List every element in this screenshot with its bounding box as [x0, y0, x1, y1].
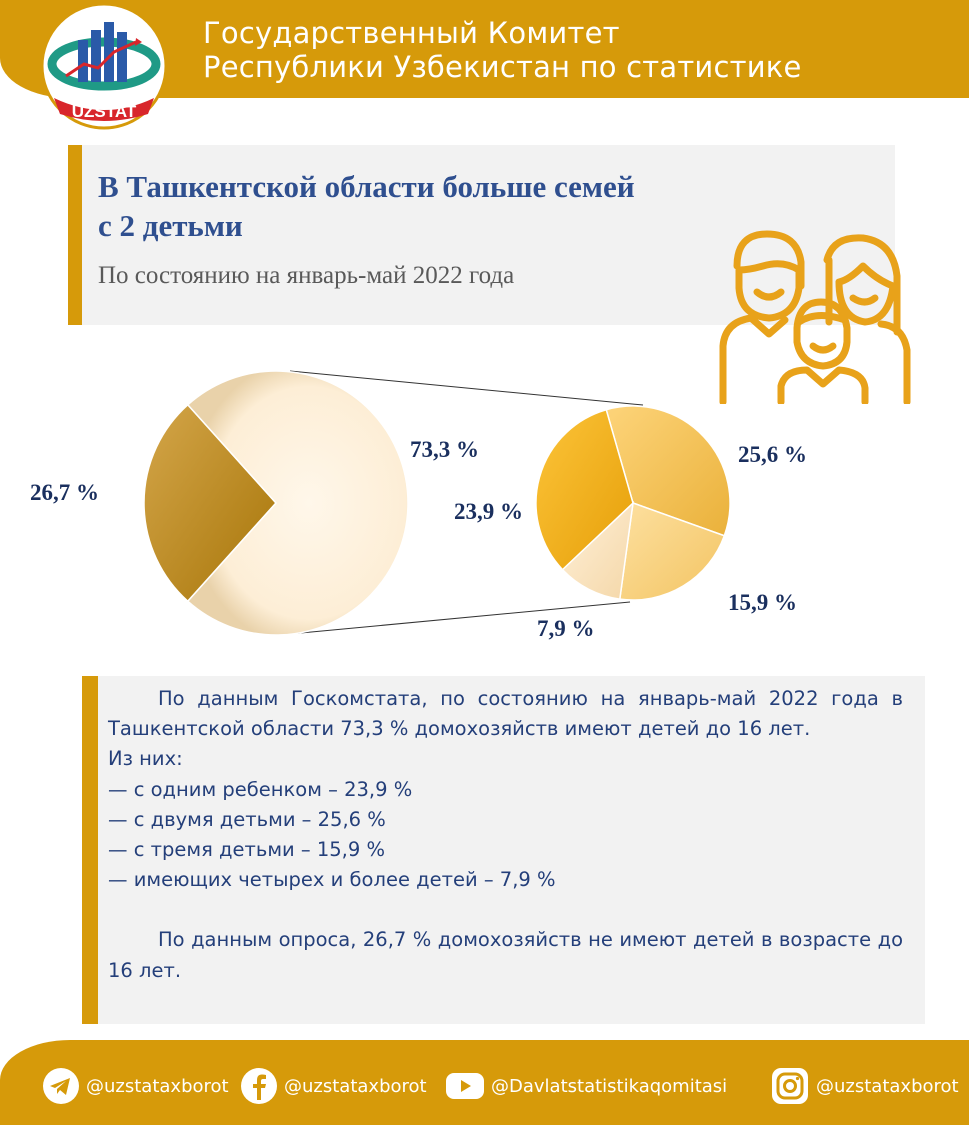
instagram-handle: @uzstataxborot — [816, 1075, 959, 1097]
slice-four-plus-children — [561, 500, 635, 600]
slice-two-children — [605, 405, 731, 537]
telegram-icon — [43, 1068, 79, 1104]
list-item: — с двумя детьми – 25,6 % — [108, 807, 386, 831]
title-accent-bar — [68, 145, 82, 325]
page-title-line-2: с 2 детьми — [98, 208, 243, 243]
page-title: В Ташкентской области больше семей с 2 д… — [98, 167, 748, 245]
slice-no-children — [143, 403, 278, 603]
list-item: — имеющих четырех и более детей – 7,9 % — [108, 868, 556, 892]
page-title-line-1: В Ташкентской области больше семей — [98, 169, 635, 204]
social-facebook[interactable]: @uzstataxborot — [240, 1066, 427, 1106]
slice-one-child — [535, 408, 634, 571]
breakdown-pie — [535, 405, 731, 601]
youtube-icon — [446, 1073, 484, 1099]
social-telegram[interactable]: @uzstataxborot — [42, 1066, 229, 1106]
text-accent-bar — [82, 676, 98, 1024]
header-line-1: Государственный Комитет — [203, 16, 620, 50]
slice-three-children — [618, 501, 726, 601]
label-four-plus-children: 7,9 % — [537, 616, 595, 641]
facebook-icon — [241, 1068, 277, 1104]
facebook-handle: @uzstataxborot — [284, 1075, 427, 1097]
paragraph-of-them: Из них: — [108, 747, 183, 771]
logo-text: UZSTAT — [72, 102, 137, 121]
label-one-child: 23,9 % — [454, 499, 523, 524]
social-instagram[interactable]: @uzstataxborot — [770, 1066, 959, 1106]
youtube-handle: @Davlatstatistikaqomitasi — [491, 1075, 728, 1097]
label-no-children: 26,7 % — [30, 480, 99, 505]
telegram-handle: @uzstataxborot — [86, 1075, 229, 1097]
label-with-children: 73,3 % — [410, 437, 479, 462]
instagram-icon — [772, 1068, 808, 1104]
list-item: — с тремя детьми – 15,9 % — [108, 838, 385, 862]
connector-line-top — [289, 370, 644, 406]
page-subtitle: По состоянию на январь-май 2022 года — [98, 262, 515, 289]
label-three-children: 15,9 % — [728, 590, 797, 615]
list-item: — с одним ребенком – 23,9 % — [108, 777, 413, 801]
main-pie — [143, 370, 409, 636]
pie-chart: 26,7 % 73,3 % 25,6 % 15,9 % 7,9 % 23,9 % — [30, 370, 807, 641]
text-card — [82, 676, 925, 1024]
slice-with-children — [186, 370, 409, 636]
paragraph-2: По данным опроса, 26,7 % домохозяйств не… — [108, 928, 903, 982]
connector-line-bottom — [289, 601, 631, 635]
uzstat-logo: UZSTAT — [40, 2, 168, 130]
text-body: По данным Госкомстата, по состоянию на я… — [108, 684, 903, 986]
header-line-2: Республики Узбекистан по статистике — [203, 50, 802, 84]
paragraph-1: По данным Госкомстата, по состоянию на я… — [108, 687, 903, 741]
social-youtube[interactable]: @Davlatstatistikaqomitasi — [445, 1066, 727, 1106]
label-two-children: 25,6 % — [738, 442, 807, 467]
family-icon — [719, 230, 911, 404]
header-title: Государственный Комитет Республики Узбек… — [203, 16, 943, 84]
